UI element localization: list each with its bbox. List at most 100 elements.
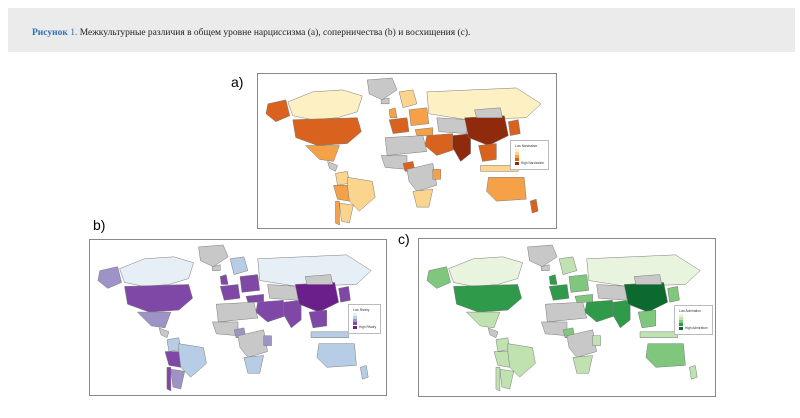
panel-label-a: a) (231, 74, 244, 90)
country-se-asia (478, 143, 497, 162)
country-canada (119, 256, 194, 287)
country-s-africa (572, 355, 593, 374)
country-korea-japan (338, 286, 351, 303)
country-australia (316, 343, 357, 368)
country-uk (219, 274, 229, 285)
country-n-africa (545, 301, 588, 323)
country-chile (335, 200, 340, 226)
country-s-africa (412, 188, 434, 208)
legend-swatch (679, 327, 683, 331)
country-argentina (170, 369, 186, 390)
country-w-europe (548, 284, 570, 301)
legend-swatch (515, 162, 519, 166)
country-w-africa (212, 321, 239, 337)
country-indonesia (310, 331, 349, 338)
legend-swatch (515, 152, 519, 156)
country-central-asia (267, 284, 300, 301)
country-w-europe (219, 284, 241, 301)
country-peru (164, 351, 182, 368)
legend-swatch (679, 317, 683, 321)
country-se-asia (637, 309, 657, 329)
country-peru (493, 351, 511, 368)
country-indonesia (480, 165, 519, 172)
legend-swatch (679, 320, 683, 324)
caption-bar: Рисунок 1. Межкультурные различия в обще… (8, 8, 795, 52)
caption-number: 1. (70, 28, 78, 38)
country-usa (453, 284, 522, 313)
country-mexico (136, 311, 172, 329)
legend-low-label: Low Narcissism (515, 144, 538, 148)
country-alaska (265, 99, 291, 122)
country-argentina (339, 202, 354, 224)
country-iceland (380, 97, 390, 105)
country-russia (586, 254, 701, 287)
country-uk (548, 274, 558, 285)
country-mexico (305, 145, 340, 162)
country-e-europe (408, 107, 430, 126)
country-kenya (263, 335, 272, 346)
country-australia (645, 343, 686, 368)
country-mongolia (633, 274, 663, 285)
legend-swatch (353, 316, 357, 320)
legend-low: Low Narcissism (515, 144, 544, 149)
country-korea-japan (508, 119, 521, 136)
figure-caption: Рисунок 1. Межкультурные различия в обще… (32, 28, 470, 38)
legend-high-label: High Narcissism (521, 161, 545, 166)
country-indonesia (639, 331, 678, 338)
country-mongolia (474, 107, 503, 118)
world-map-narcissism (258, 74, 556, 228)
country-russia (426, 87, 542, 120)
country-se-asia (308, 309, 328, 329)
world-map-admiration (419, 241, 715, 394)
world-map-rivalry (90, 241, 386, 394)
legend-high-label: High Rivalry (359, 325, 377, 330)
legend-swatch (515, 155, 519, 159)
legend-swatch (353, 322, 357, 326)
country-scandinavia (229, 256, 249, 275)
country-korea-japan (667, 286, 680, 303)
country-mongolia (304, 274, 334, 285)
legend-swatch (515, 158, 519, 162)
country-mexico (465, 311, 501, 329)
country-w-africa (541, 321, 568, 337)
country-kenya (592, 335, 601, 346)
panel-label-c: c) (398, 231, 410, 247)
map-narcissism: Low Narcissism High Narcissism (257, 73, 557, 229)
country-w-africa (380, 155, 408, 170)
country-greenland (198, 244, 229, 267)
country-russia (257, 254, 372, 287)
country-scandinavia (398, 89, 418, 109)
country-central-asia (596, 284, 629, 301)
map-rivalry: Low Rivalry High Rivalry (89, 239, 387, 396)
country-usa (292, 117, 362, 146)
country-greenland (527, 244, 558, 267)
country-c-africa (237, 329, 268, 358)
country-central-am (158, 327, 170, 339)
country-alaska (426, 266, 451, 289)
country-india (452, 133, 471, 162)
panel-label-b: b) (93, 217, 106, 233)
country-usa (124, 284, 193, 313)
country-central-am (487, 327, 499, 339)
country-iceland (541, 264, 550, 271)
country-australia (486, 177, 527, 202)
country-e-europe (568, 274, 589, 293)
country-peru (333, 185, 350, 202)
country-central-asia (436, 117, 469, 134)
country-canada (287, 89, 363, 120)
legend-swatch (679, 314, 683, 318)
legend-high-label: High Admiration (685, 326, 708, 331)
country-new-zealand (360, 365, 369, 380)
country-new-zealand (529, 198, 539, 214)
country-s-africa (243, 355, 264, 374)
legend-low-label: Low Admiration (679, 309, 701, 313)
country-alaska (97, 266, 122, 289)
country-chile (495, 367, 501, 392)
country-canada (448, 256, 523, 287)
legend-swatch (353, 319, 357, 323)
legend-swatch (679, 323, 683, 327)
caption-label: Рисунок (32, 28, 68, 38)
country-n-africa (384, 135, 428, 156)
country-central-am (327, 161, 338, 172)
country-scandinavia (558, 256, 578, 275)
